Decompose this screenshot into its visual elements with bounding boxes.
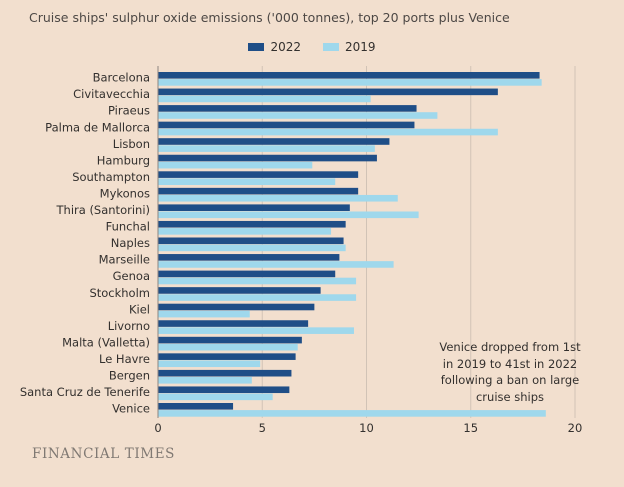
category-label: Thira (Santorini) <box>56 203 151 217</box>
bar-2019 <box>158 128 498 136</box>
chart-legend: 2022 2019 <box>0 40 624 54</box>
category-label: Hamburg <box>97 153 150 167</box>
legend-item-2019: 2019 <box>323 40 376 54</box>
bar-2022 <box>158 121 415 129</box>
bar-2022 <box>158 72 540 79</box>
chart-title: Cruise ships' sulphur oxide emissions ('… <box>29 10 510 25</box>
bar-2022 <box>158 171 359 178</box>
legend-swatch-2022 <box>248 43 265 51</box>
bar-2022 <box>158 187 359 195</box>
category-label: Bergen <box>109 369 150 383</box>
bar-2019 <box>158 178 336 185</box>
bar-2022 <box>158 220 346 228</box>
bar-2019 <box>158 360 261 368</box>
category-label: Santa Cruz de Tenerife <box>20 385 150 399</box>
legend-label-2022: 2022 <box>270 40 301 54</box>
category-label: Lisbon <box>113 137 150 151</box>
bar-2019 <box>158 261 394 268</box>
category-label: Mykonos <box>100 186 150 200</box>
category-label: Malta (Valletta) <box>62 335 150 349</box>
bar-2019 <box>158 161 313 169</box>
bar-2019 <box>158 145 375 152</box>
category-label: Barcelona <box>93 71 150 85</box>
bar-2019 <box>158 244 346 252</box>
x-tick-label: 20 <box>568 421 583 435</box>
bar-2022 <box>158 320 309 327</box>
bar-2022 <box>158 336 302 344</box>
bar-2022 <box>158 403 234 410</box>
bar-2022 <box>158 287 321 294</box>
bar-2022 <box>158 386 290 394</box>
bar-2019 <box>158 112 438 119</box>
bar-2019 <box>158 377 252 384</box>
category-label: Marseille <box>99 253 150 267</box>
bar-2022 <box>158 105 417 112</box>
category-label: Palma de Mallorca <box>45 120 150 134</box>
category-label: Le Havre <box>99 352 150 366</box>
bar-2019 <box>158 310 250 318</box>
x-tick-label: 15 <box>463 421 478 435</box>
bar-2022 <box>158 204 350 211</box>
category-label: Venice <box>112 402 150 416</box>
bar-2019 <box>158 277 357 285</box>
category-label: Funchal <box>106 220 150 234</box>
bar-2019 <box>158 343 298 351</box>
ft-logo: FINANCIAL TIMES <box>32 446 176 462</box>
chart-annotation: Venice dropped from 1st in 2019 to 41st … <box>430 339 590 405</box>
bar-2022 <box>158 254 340 261</box>
annotation-line: following a ban on large <box>440 373 580 387</box>
bar-2022 <box>158 154 377 162</box>
bar-2022 <box>158 353 296 360</box>
legend-item-2022: 2022 <box>248 40 301 54</box>
category-label: Naples <box>111 236 150 250</box>
category-label: Southampton <box>72 170 150 184</box>
bar-2022 <box>158 270 336 278</box>
bar-2022 <box>158 303 315 311</box>
bar-2019 <box>158 393 273 401</box>
annotation-line: Venice dropped from 1st <box>439 340 581 354</box>
bar-2019 <box>158 294 357 301</box>
x-tick-label: 10 <box>359 421 374 435</box>
legend-label-2019: 2019 <box>345 40 376 54</box>
bar-2022 <box>158 369 292 377</box>
bar-2019 <box>158 410 546 417</box>
category-label: Livorno <box>108 319 150 333</box>
bar-2019 <box>158 211 419 219</box>
category-label: Genoa <box>113 269 150 283</box>
category-label: Stockholm <box>89 286 150 300</box>
annotation-line: cruise ships <box>475 389 545 404</box>
bar-2019 <box>158 95 371 103</box>
bar-2022 <box>158 138 390 145</box>
bar-2022 <box>158 237 344 245</box>
annotation-line: in 2019 to 41st in 2022 <box>442 356 578 371</box>
bar-2019 <box>158 228 332 235</box>
x-tick-label: 0 <box>154 421 161 435</box>
category-label: Piraeus <box>108 104 150 118</box>
bar-2019 <box>158 327 354 334</box>
bar-2019 <box>158 194 398 202</box>
legend-swatch-2019 <box>323 43 339 51</box>
category-label: Civitavecchia <box>73 87 150 101</box>
category-label: Kiel <box>129 302 150 316</box>
bar-2019 <box>158 79 542 86</box>
bar-2022 <box>158 88 498 96</box>
x-tick-label: 5 <box>259 421 266 435</box>
